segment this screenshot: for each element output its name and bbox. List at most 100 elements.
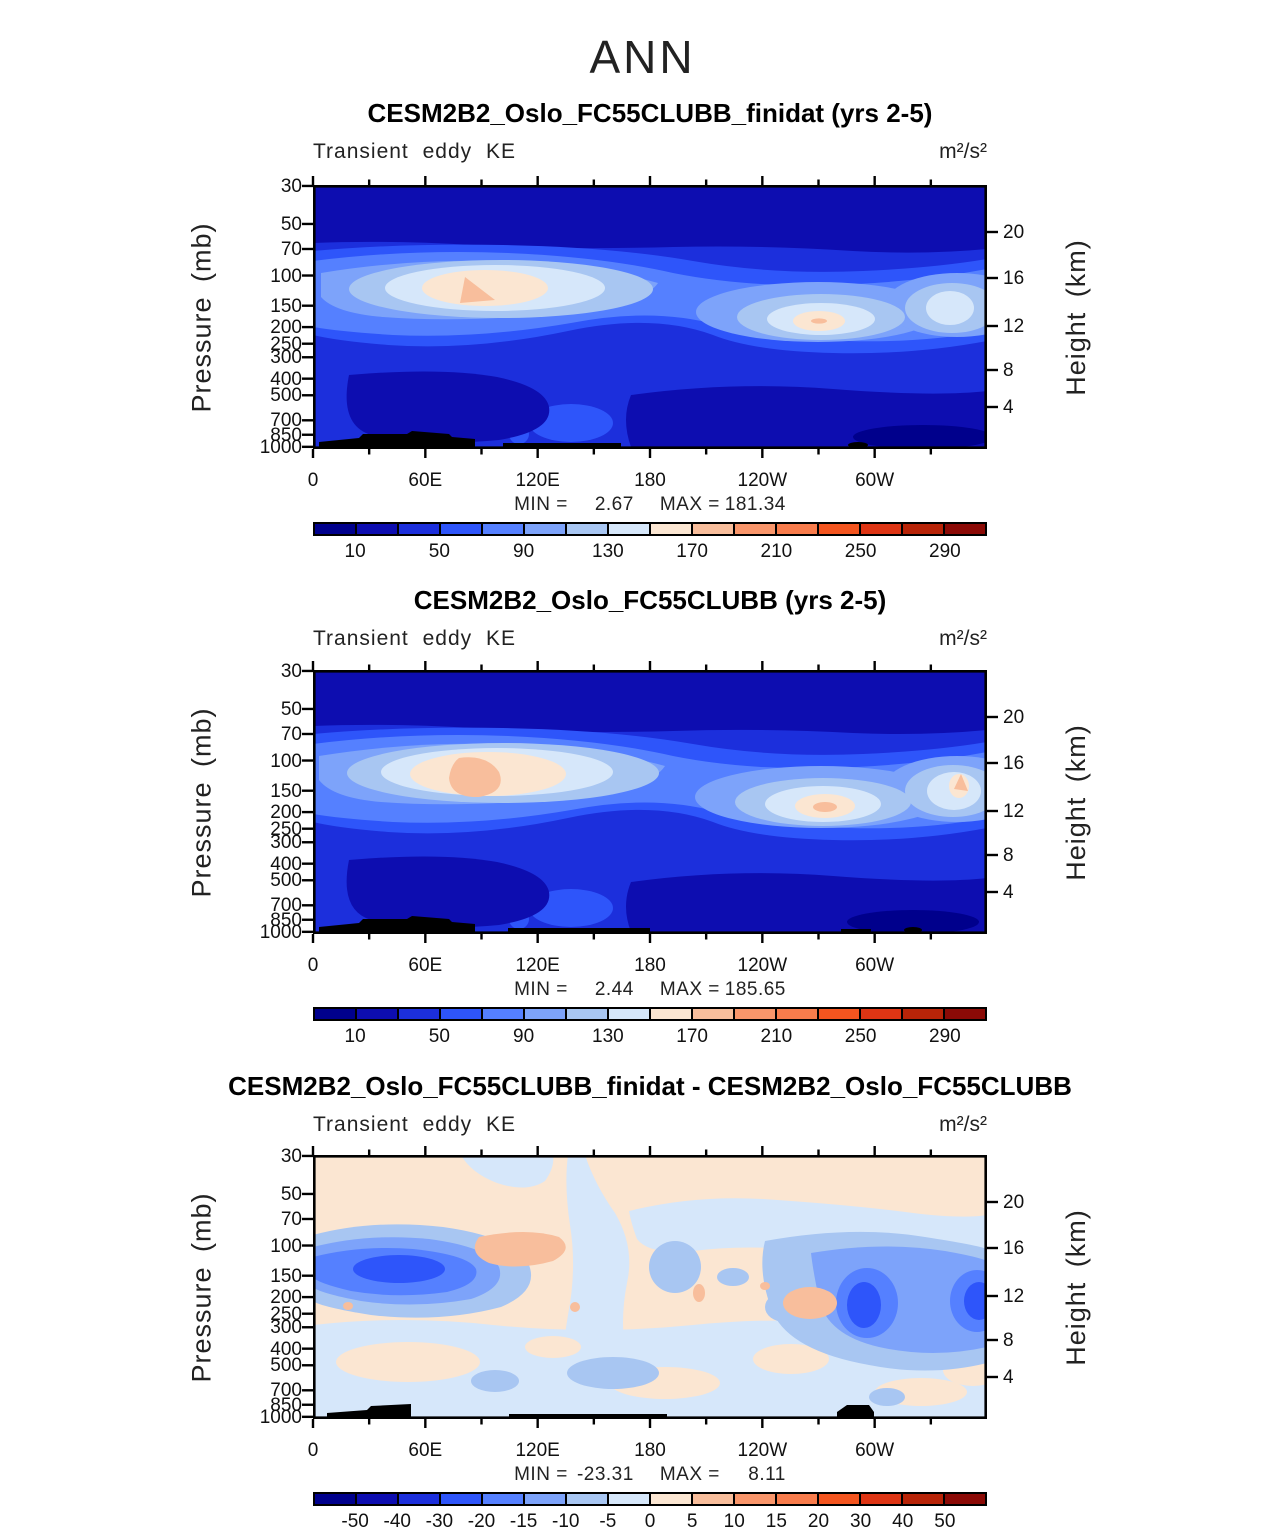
colorbar-tick-label: 130	[592, 541, 624, 562]
pressure-tick-label: 250	[270, 1303, 302, 1325]
colorbar-segment	[903, 524, 945, 534]
panel2-contour-field	[313, 670, 987, 934]
colorbar-tick-label: 30	[850, 1511, 872, 1531]
pressure-tick-label: 50	[280, 1183, 302, 1205]
colorbar-tick-label: 250	[844, 541, 877, 562]
height-tick-label: 16	[1003, 268, 1025, 289]
height-tick-label: 8	[1003, 845, 1014, 866]
panel1-subtitle-row: Transient eddy KE m²/s²	[313, 140, 987, 164]
x-tick-label: 0	[307, 470, 319, 491]
colorbar-tick-label: 250	[844, 1026, 877, 1047]
colorbar-tick-label: 50	[428, 541, 450, 562]
panel3-pressure-axis-title: Pressure (mb)	[186, 1191, 217, 1383]
colorbar-segment	[735, 524, 777, 534]
colorbar-segment	[609, 524, 651, 534]
colorbar-tick-label: -5	[599, 1511, 617, 1531]
colorbar-segment	[357, 524, 399, 534]
panel3-max-value: 8.11	[748, 1464, 786, 1485]
pressure-tick-label: 30	[280, 175, 302, 197]
height-tick-label: 20	[1003, 1192, 1025, 1213]
x-tick-label: 120E	[515, 1440, 560, 1461]
colorbar-tick-label: 10	[344, 1026, 366, 1047]
x-tick-label: 0	[307, 955, 319, 976]
colorbar-segment	[525, 524, 567, 534]
panel2-units-label: m²/s²	[939, 627, 987, 650]
colorbar-segment	[357, 1494, 399, 1504]
x-tick-label: 120E	[515, 955, 560, 976]
pressure-tick-label: 250	[270, 333, 302, 355]
colorbar-tick-label: 50	[934, 1511, 956, 1531]
pressure-tick-label: 850	[270, 1394, 302, 1416]
x-tick-label: 120W	[737, 955, 788, 976]
colorbar-segment	[525, 1494, 567, 1504]
panel1-units-label: m²/s²	[939, 140, 987, 163]
colorbar-tick-label: -20	[467, 1511, 496, 1531]
colorbar-tick-label: 0	[644, 1511, 656, 1531]
pressure-tick-label: 850	[270, 909, 302, 931]
panel2-subtitle-row: Transient eddy KE m²/s²	[313, 627, 987, 651]
panel2-height-axis-title: Height (km)	[1060, 723, 1091, 881]
panel2-min-value: 2.44	[594, 979, 634, 1000]
pressure-tick-label: 50	[280, 213, 302, 235]
colorbar-segment	[651, 524, 693, 534]
panel1-max-label: MAX =	[659, 494, 720, 515]
colorbar-segment	[693, 1494, 735, 1504]
panel3-colorbar	[313, 1492, 987, 1506]
colorbar-tick-label: 40	[892, 1511, 914, 1531]
pressure-tick-label: 70	[280, 1208, 302, 1230]
pressure-tick-label: 850	[270, 424, 302, 446]
panel3-field-label: Transient eddy KE	[313, 1113, 516, 1136]
height-tick-label: 20	[1003, 222, 1025, 243]
colorbar-segment	[945, 524, 985, 534]
x-tick-label: 180	[634, 470, 666, 491]
colorbar-tick-label: 5	[686, 1511, 698, 1531]
colorbar-tick-label: 290	[929, 1026, 961, 1047]
colorbar-tick-label: -10	[552, 1511, 580, 1531]
colorbar-segment	[567, 1009, 609, 1019]
panel2-title: CESM2B2_Oslo_FC55CLUBB (yrs 2-5)	[413, 585, 887, 615]
colorbar-segment	[819, 1494, 861, 1504]
pressure-tick-label: 400	[270, 1338, 302, 1360]
colorbar-segment	[315, 1009, 357, 1019]
colorbar-segment	[399, 1494, 441, 1504]
colorbar-segment	[483, 1009, 525, 1019]
x-tick-label: 60E	[408, 955, 443, 976]
height-tick-label: 4	[1003, 882, 1014, 903]
colorbar-segment	[777, 1009, 819, 1019]
panel3-colorbar-labels: -50 -40 -30 -20 -15 -10 -5 0 5 10 15 20 30 40 50	[313, 1511, 987, 1531]
colorbar-segment	[441, 1009, 483, 1019]
pressure-tick-label: 1000	[259, 1406, 302, 1428]
height-tick-label: 4	[1003, 1367, 1014, 1388]
colorbar-segment	[903, 1494, 945, 1504]
panel1-minmax: MIN = 2.67 MAX = 181.34	[313, 494, 987, 516]
pressure-tick-label: 300	[270, 347, 302, 369]
pressure-tick-label: 300	[270, 1317, 302, 1339]
colorbar-segment	[483, 1494, 525, 1504]
colorbar-segment	[441, 1494, 483, 1504]
pressure-tick-label: 100	[270, 1235, 302, 1257]
colorbar-tick-label: 170	[676, 1026, 708, 1047]
colorbar-tick-label: 10	[723, 1511, 745, 1531]
colorbar-tick-label: 130	[592, 1026, 624, 1047]
colorbar-segment	[315, 524, 357, 534]
pressure-tick-label: 100	[270, 265, 302, 287]
colorbar-tick-label: -50	[341, 1511, 369, 1531]
x-tick-label: 60E	[408, 470, 443, 491]
x-tick-label: 180	[634, 955, 666, 976]
pressure-tick-label: 150	[270, 295, 302, 317]
colorbar-tick-label: 10	[344, 541, 366, 562]
height-tick-label: 12	[1003, 801, 1025, 822]
colorbar-segment	[903, 1009, 945, 1019]
panel2-minmax: MIN = 2.44 MAX = 185.65	[313, 979, 987, 1001]
panel1-min-value: 2.67	[594, 494, 634, 515]
colorbar-tick-label: 210	[760, 1026, 793, 1047]
panel3-max-label: MAX =	[659, 1464, 720, 1485]
x-tick-label: 60E	[408, 1440, 443, 1461]
height-tick-label: 12	[1003, 1286, 1025, 1307]
panel2-colorbar-labels: 10 50 90 130 170 210 250 290	[313, 1026, 987, 1048]
x-tick-label: 120W	[737, 470, 788, 491]
x-tick-label: 120W	[737, 1440, 788, 1461]
colorbar-segment	[861, 1009, 903, 1019]
panel3-subtitle-row: Transient eddy KE m²/s²	[313, 1113, 987, 1137]
